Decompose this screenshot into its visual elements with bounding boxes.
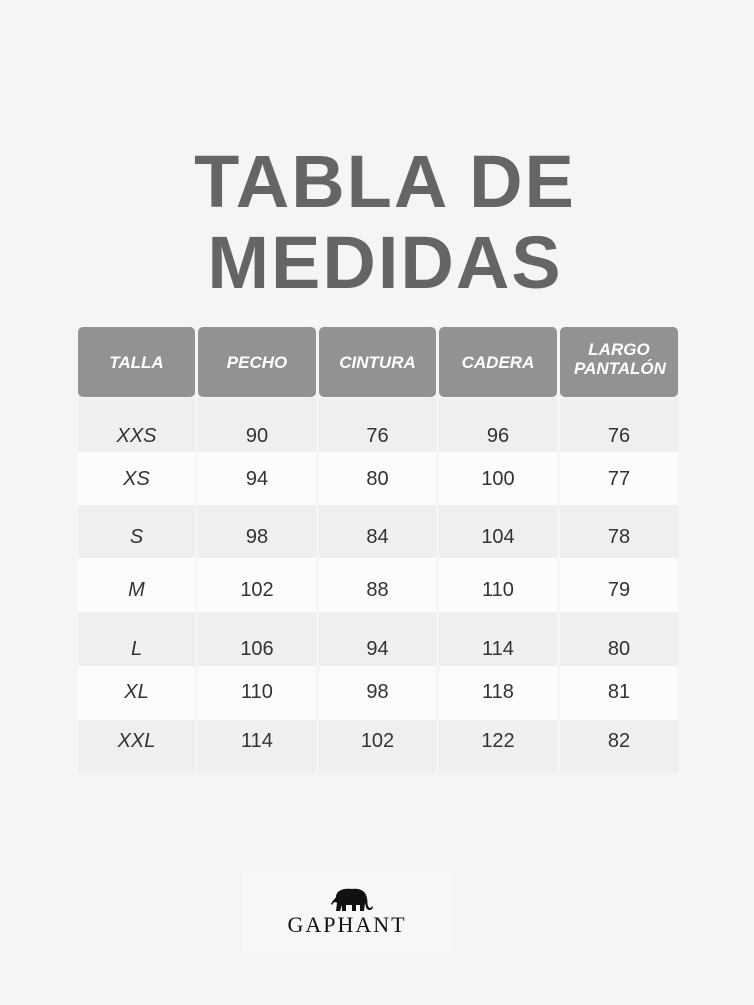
cell-value: 90 — [245, 425, 269, 447]
cell-value: 98 — [366, 681, 389, 703]
measure-cell: 76 — [560, 398, 678, 452]
cell-value: 79 — [607, 579, 631, 601]
cell-value: 80 — [607, 638, 631, 660]
cell-value: 122 — [481, 730, 515, 752]
measure-cell: 114 — [198, 720, 316, 773]
measure-cell: 88 — [319, 558, 436, 612]
table-row: XL 110 98 118 81 — [78, 666, 678, 720]
cell-value: XS — [123, 468, 150, 490]
elephant-icon — [331, 888, 373, 911]
cell-value: XL — [124, 681, 149, 703]
header-cintura: CINTURA — [319, 327, 436, 397]
cell-value: 94 — [366, 638, 389, 660]
cell-value: 100 — [481, 468, 515, 490]
size-cell: M — [78, 558, 195, 612]
measure-cell: 104 — [439, 505, 557, 558]
header-pecho: PECHO — [198, 327, 316, 397]
cell-value: 96 — [486, 425, 510, 447]
brand-logo: GAPHANT — [242, 872, 452, 954]
size-cell: XXS — [78, 398, 195, 452]
cell-value: 78 — [607, 526, 631, 548]
cell-value: 88 — [366, 579, 389, 601]
table-row: L 106 94 114 80 — [78, 612, 678, 666]
size-cell: L — [78, 612, 195, 666]
brand-name: GAPHANT — [287, 912, 407, 937]
header-largo-pantalón: LARGO PANTALÓN — [560, 327, 678, 397]
measure-cell: 96 — [439, 398, 557, 452]
table-row: XXS 90 76 96 76 — [78, 398, 678, 452]
cell-value: XXS — [116, 425, 157, 447]
header-talla: TALLA — [78, 327, 195, 397]
size-cell: XL — [78, 666, 195, 720]
cell-value: 104 — [481, 526, 515, 548]
cell-value: 106 — [240, 638, 274, 660]
cell-value: M — [128, 579, 145, 601]
measure-cell: 110 — [198, 666, 316, 720]
header-label: LARGO PANTALÓN — [574, 340, 666, 378]
measure-cell: 76 — [319, 398, 436, 452]
measure-cell: 94 — [198, 452, 316, 505]
size-cell: S — [78, 505, 195, 558]
measure-cell: 81 — [560, 666, 678, 720]
cell-value: 110 — [241, 681, 273, 703]
cell-value: S — [129, 526, 144, 548]
cell-value: 118 — [482, 681, 514, 703]
measure-cell: 94 — [319, 612, 436, 666]
measure-cell: 90 — [198, 398, 316, 452]
measure-cell: 98 — [319, 666, 436, 720]
table-row: XS 94 80 100 77 — [78, 452, 678, 505]
table-row: M 102 88 110 79 — [78, 558, 678, 612]
size-cell: XS — [78, 452, 195, 505]
cell-value: 80 — [366, 468, 389, 490]
measure-cell: 102 — [319, 720, 436, 773]
cell-value: 76 — [366, 425, 389, 447]
measure-cell: 102 — [198, 558, 316, 612]
cell-value: 102 — [240, 579, 274, 601]
size-cell: XXL — [78, 720, 195, 773]
cell-value: 114 — [241, 730, 273, 752]
table-row: S 98 84 104 78 — [78, 505, 678, 558]
measure-cell: 118 — [439, 666, 557, 720]
measure-cell: 77 — [560, 452, 678, 505]
measure-cell: 80 — [319, 452, 436, 505]
title-line-2: MEDIDAS — [207, 221, 563, 304]
cell-value: 102 — [360, 730, 395, 752]
title-line-1: TABLA DE — [194, 140, 576, 223]
header-cadera: CADERA — [439, 327, 557, 397]
cell-value: 77 — [607, 468, 631, 490]
cell-value: 98 — [245, 526, 269, 548]
cell-value: L — [130, 638, 143, 660]
measure-cell: 114 — [439, 612, 557, 666]
measure-cell: 122 — [439, 720, 557, 773]
cell-value: 76 — [607, 425, 631, 447]
cell-value: 114 — [482, 638, 514, 660]
measure-cell: 78 — [560, 505, 678, 558]
cell-value: 110 — [482, 579, 514, 601]
measure-cell: 82 — [560, 720, 678, 773]
measure-cell: 79 — [560, 558, 678, 612]
table-row: XXL 114 102 122 82 — [78, 720, 678, 773]
cell-value: 84 — [366, 526, 389, 548]
cell-value: XXL — [117, 730, 156, 752]
measure-cell: 98 — [198, 505, 316, 558]
measure-cell: 80 — [560, 612, 678, 666]
cell-value: 94 — [245, 468, 269, 490]
cell-value: 81 — [607, 681, 631, 703]
measure-cell: 110 — [439, 558, 557, 612]
measure-cell: 106 — [198, 612, 316, 666]
cell-value: 82 — [607, 730, 631, 752]
measure-cell: 100 — [439, 452, 557, 505]
measure-cell: 84 — [319, 505, 436, 558]
